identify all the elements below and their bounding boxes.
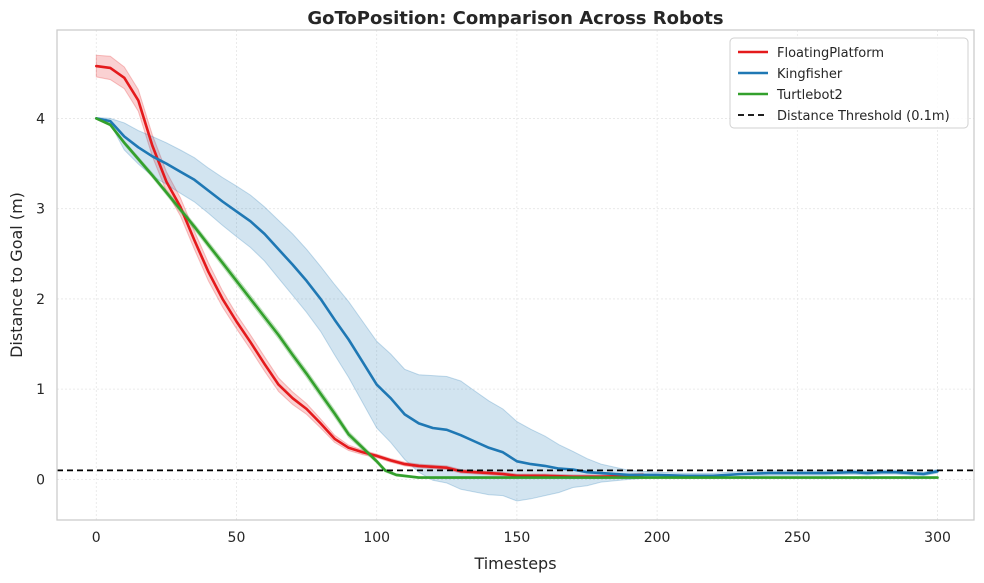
floatingplatform-line <box>95 64 645 479</box>
x-tick-label: 200 <box>644 530 671 546</box>
legend: FloatingPlatform Kingfisher Turtlebot2 Dist… <box>729 37 969 129</box>
series-lines <box>95 64 939 479</box>
x-tick-label: 0 <box>92 530 101 546</box>
chart-title: GoToPosition: Comparison Across Robots <box>307 8 723 29</box>
legend-label: Kingfisher <box>777 67 843 82</box>
turtlebot2-line <box>95 117 939 479</box>
y-tick-label: 3 <box>36 202 45 218</box>
x-axis-label: Timesteps <box>473 554 556 573</box>
x-tick-label: 150 <box>504 530 531 546</box>
legend-label: FloatingPlatform <box>777 46 884 61</box>
kingfisher-band <box>95 116 938 502</box>
y-tick-label: 2 <box>36 292 45 308</box>
y-tick-label: 0 <box>36 472 45 488</box>
legend-label: Turtlebot2 <box>776 88 843 103</box>
y-tick-label: 1 <box>36 382 45 398</box>
x-tick-label: 50 <box>228 530 246 546</box>
y-axis-label: Distance to Goal (m) <box>7 192 26 358</box>
axis-ticks: 0 50 100 150 200 250 300 0 1 2 3 4 <box>36 111 951 546</box>
legend-label: Distance Threshold (0.1m) <box>777 109 950 124</box>
plot-frame <box>56 29 975 521</box>
x-tick-label: 100 <box>363 530 390 546</box>
x-tick-label: 300 <box>924 530 951 546</box>
x-tick-label: 250 <box>784 530 811 546</box>
y-tick-label: 4 <box>36 111 45 127</box>
kingfisher-line <box>95 117 939 478</box>
legend-box <box>729 37 969 129</box>
